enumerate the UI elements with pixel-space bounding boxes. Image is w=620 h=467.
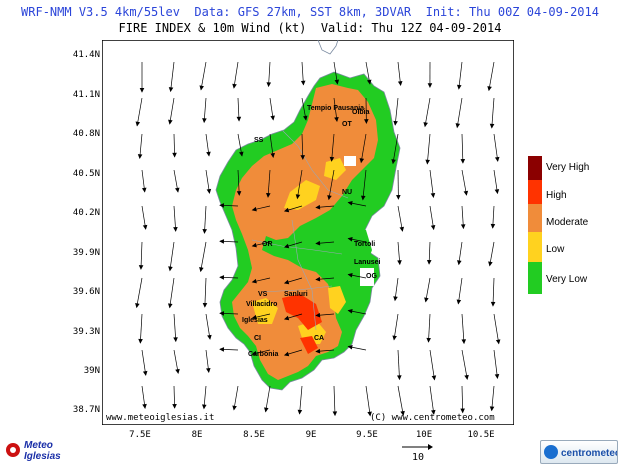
place-or: OR [262,241,273,248]
place-ca: CA [314,335,324,342]
place-lanusei: Lanusei [354,259,381,266]
meteo-iglesias-logo: Meteo Iglesias [4,438,84,466]
logo-left-line2: Iglesias [24,451,61,462]
place-sanluri: Sanluri [284,291,308,298]
place-iglesias: Iglesias [242,317,268,324]
lat-tick: 39.6N [50,287,100,297]
legend-label-very-low: Very Low [546,274,587,285]
lat-tick: 39.3N [50,327,100,337]
place-ci: CI [254,335,261,342]
lon-tick: 7.5E [120,430,160,440]
place-tempio: Tempio Pausania [307,105,364,112]
legend-swatch-low [528,232,542,262]
header-title-line: WRF-NMM V3.5 4km/55lev Data: GFS 27km, S… [0,6,620,19]
legend-label-low: Low [546,244,564,255]
lat-tick: 40.2N [50,208,100,218]
wind-scale-arrow [400,442,434,452]
legend-swatch-very-low [528,262,542,294]
place-tempio-name: Tempio Pausania [307,105,364,112]
lon-tick: 8E [177,430,217,440]
lat-tick: 40.5N [50,169,100,179]
fire-index-map: Olbia Tempio Pausania OT SS NU OR Tortol… [102,40,514,425]
credit-right: (C) www.centrometeo.com [370,413,495,423]
logo-left-line1: Meteo [24,440,53,451]
lon-tick: 8.5E [234,430,274,440]
lon-tick: 10.5E [461,430,501,440]
place-vs: VS [258,291,268,298]
lat-tick: 38.7N [50,405,100,415]
lon-tick: 9.5E [347,430,387,440]
globe-icon [544,445,558,459]
header-subtitle-line: FIRE INDEX & 10m Wind (kt) Valid: Thu 12… [0,22,620,35]
place-tortoli: Tortoli [354,241,375,248]
legend-swatch-high [528,180,542,204]
place-ss: SS [254,137,264,144]
centrometeo-logo: centrometeo [540,440,618,464]
place-villacidro: Villacidro [246,301,277,308]
lat-tick: 41.1N [50,90,100,100]
credit-left: www.meteoiglesias.it [106,413,214,423]
lat-tick: 40.8N [50,129,100,139]
place-ot: OT [342,121,352,128]
place-carbonia: Carbonia [248,351,278,358]
lon-tick: 10E [404,430,444,440]
wind-scale-label: 10 [412,452,424,463]
legend-label-high: High [546,190,567,201]
lat-tick: 39N [50,366,100,376]
place-nu: NU [342,189,352,196]
nodata-patch [344,156,356,166]
logo-right-text: centrometeo [561,448,617,459]
legend-swatch-very-high [528,156,542,180]
lat-tick: 41.4N [50,50,100,60]
legend-swatch-moderate [528,204,542,232]
legend-label-very-high: Very High [546,162,589,173]
lon-tick: 9E [291,430,331,440]
legend-label-moderate: Moderate [546,217,588,228]
lat-tick: 39.9N [50,248,100,258]
place-og: OG [366,273,377,280]
